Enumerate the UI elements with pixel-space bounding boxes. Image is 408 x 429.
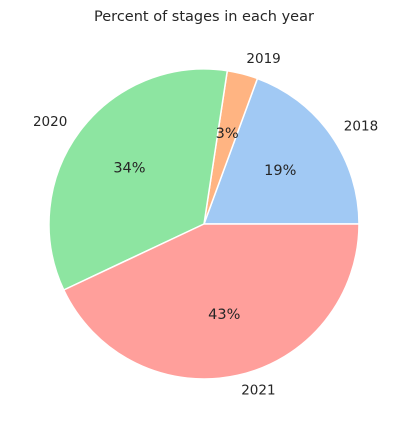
slice-percent-2019: 3% <box>216 126 239 142</box>
slice-label-2020: 2020 <box>33 114 67 130</box>
pie-slice-2018 <box>203 77 360 225</box>
pie-slice-2020 <box>48 68 229 291</box>
slice-percent-2018: 19% <box>264 163 296 179</box>
slice-label-2021: 2021 <box>241 382 275 398</box>
slice-label-2019: 2019 <box>246 51 280 67</box>
slice-label-2018: 2018 <box>344 118 378 134</box>
slice-percent-2021: 43% <box>208 307 240 323</box>
chart-title: Percent of stages in each year <box>94 9 314 25</box>
pie-slice-2021 <box>63 223 360 380</box>
slice-percent-2020: 34% <box>113 160 145 176</box>
pie-slices <box>48 68 360 380</box>
pie-labels: 2018 19% 2019 3% 2020 34% 2021 43% <box>33 51 378 399</box>
